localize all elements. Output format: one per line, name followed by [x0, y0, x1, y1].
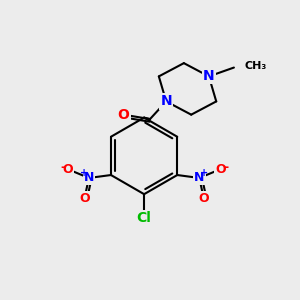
- Text: -: -: [60, 161, 65, 174]
- Text: O: O: [79, 192, 90, 205]
- Text: N: N: [160, 94, 172, 108]
- Text: +: +: [80, 168, 88, 178]
- Text: CH₃: CH₃: [244, 61, 266, 71]
- Text: O: O: [198, 192, 209, 205]
- Text: N: N: [203, 69, 215, 83]
- Text: -: -: [223, 161, 228, 174]
- Text: O: O: [215, 163, 226, 176]
- Text: Cl: Cl: [137, 211, 152, 225]
- Text: N: N: [194, 172, 205, 184]
- Text: O: O: [62, 163, 73, 176]
- Text: O: O: [118, 108, 129, 122]
- Text: N: N: [84, 172, 94, 184]
- Text: +: +: [200, 168, 208, 178]
